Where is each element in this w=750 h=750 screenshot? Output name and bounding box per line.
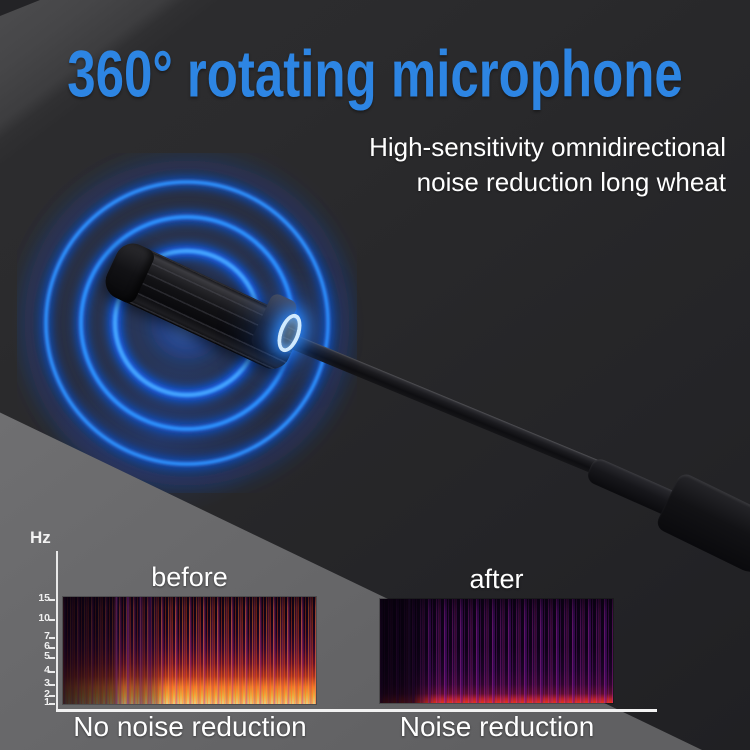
y-tick-label: 7 <box>44 630 50 642</box>
y-tick-label: 2 <box>44 688 50 700</box>
y-tick-mark <box>49 684 55 686</box>
y-tick-label: 3 <box>44 677 50 689</box>
page-title: 360° rotating microphone <box>67 37 683 111</box>
y-tick-label: 1 <box>44 696 50 708</box>
y-tick-mark <box>49 657 55 659</box>
y-tick-label: 10 <box>38 612 50 624</box>
y-tick-mark <box>49 647 55 649</box>
y-tick-label: 15 <box>38 592 50 604</box>
y-tick-mark <box>49 703 55 705</box>
y-tick-mark <box>49 599 55 601</box>
sound-wave-rings-icon <box>21 157 353 489</box>
x-axis-line <box>56 709 657 712</box>
y-tick-mark <box>49 619 55 621</box>
frequency-axis-unit: Hz <box>30 528 51 547</box>
before-label: before <box>151 562 228 592</box>
after-caption: Noise reduction <box>399 711 595 742</box>
y-tick-label: 4 <box>44 664 50 676</box>
subtitle-line-1: High-sensitivity omnidirectional <box>369 132 726 162</box>
y-axis-line <box>56 551 58 710</box>
spectrogram-after <box>380 599 613 703</box>
after-label: after <box>469 564 524 594</box>
y-tick-mark <box>49 695 55 697</box>
before-caption: No noise reduction <box>73 711 307 742</box>
subtitle: High-sensitivity omnidirectional noise r… <box>369 130 726 200</box>
y-tick-mark <box>49 637 55 639</box>
y-tick-mark <box>49 671 55 673</box>
y-tick-label: 5 <box>44 650 50 662</box>
subtitle-line-2: noise reduction long wheat <box>416 167 726 197</box>
y-tick-label: 6 <box>44 640 50 652</box>
spectrogram-before <box>63 597 316 704</box>
